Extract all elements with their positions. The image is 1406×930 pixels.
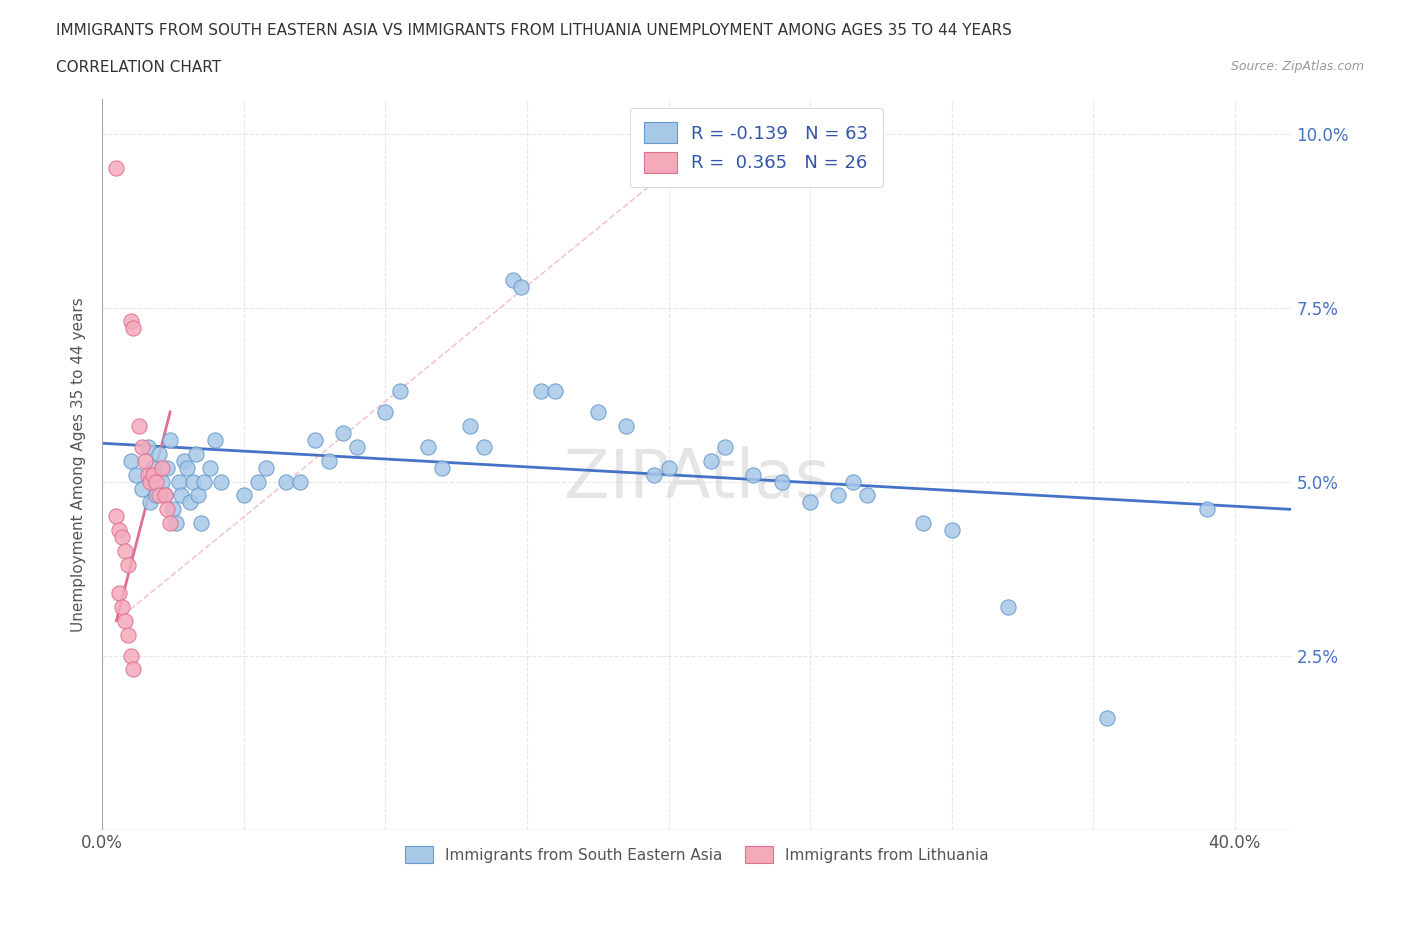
Point	[153, 488, 176, 503]
Point	[181, 474, 204, 489]
Point	[204, 432, 226, 447]
Point	[193, 474, 215, 489]
Point	[416, 439, 439, 454]
Point	[170, 488, 193, 503]
Point	[290, 474, 312, 489]
Point	[643, 467, 665, 482]
Point	[276, 474, 298, 489]
Point	[148, 446, 170, 461]
Point	[997, 600, 1019, 615]
Point	[530, 383, 553, 398]
Y-axis label: Unemployment Among Ages 35 to 44 years: Unemployment Among Ages 35 to 44 years	[72, 297, 86, 631]
Point	[122, 321, 145, 336]
Point	[128, 418, 150, 433]
Point	[111, 530, 134, 545]
Point	[159, 516, 181, 531]
Point	[941, 523, 963, 538]
Point	[190, 516, 212, 531]
Point	[134, 453, 156, 468]
Point	[714, 439, 737, 454]
Point	[460, 418, 482, 433]
Point	[770, 474, 793, 489]
Point	[388, 383, 411, 398]
Point	[332, 425, 354, 440]
Point	[156, 502, 179, 517]
Point	[304, 432, 326, 447]
Point	[120, 314, 142, 329]
Point	[799, 495, 821, 510]
Point	[198, 460, 221, 475]
Point	[117, 627, 139, 642]
Point	[1195, 502, 1218, 517]
Point	[165, 516, 187, 531]
Legend: Immigrants from South Eastern Asia, Immigrants from Lithuania: Immigrants from South Eastern Asia, Immi…	[399, 840, 994, 870]
Point	[184, 446, 207, 461]
Point	[142, 467, 165, 482]
Point	[131, 481, 153, 496]
Point	[176, 460, 198, 475]
Point	[108, 523, 131, 538]
Point	[318, 453, 340, 468]
Point	[510, 279, 533, 294]
Point	[246, 474, 269, 489]
Text: ZIPAtlas: ZIPAtlas	[564, 445, 830, 512]
Point	[142, 460, 165, 475]
Point	[145, 488, 167, 503]
Point	[114, 544, 136, 559]
Point	[108, 586, 131, 601]
Point	[120, 453, 142, 468]
Point	[827, 488, 849, 503]
Point	[256, 460, 278, 475]
Point	[912, 516, 935, 531]
Point	[150, 460, 173, 475]
Point	[346, 439, 368, 454]
Point	[474, 439, 496, 454]
Point	[544, 383, 567, 398]
Point	[855, 488, 877, 503]
Point	[122, 662, 145, 677]
Point	[114, 613, 136, 628]
Point	[136, 439, 159, 454]
Point	[1097, 711, 1119, 725]
Point	[374, 405, 396, 419]
Point	[150, 474, 173, 489]
Point	[111, 600, 134, 615]
Point	[145, 474, 167, 489]
Point	[105, 509, 128, 524]
Point	[167, 474, 190, 489]
Point	[120, 648, 142, 663]
Point	[105, 161, 128, 176]
Point	[179, 495, 201, 510]
Point	[131, 439, 153, 454]
Point	[430, 460, 453, 475]
Point	[156, 460, 179, 475]
Point	[700, 453, 723, 468]
Point	[209, 474, 232, 489]
Point	[502, 272, 524, 287]
Point	[657, 460, 679, 475]
Point	[139, 474, 162, 489]
Point	[187, 488, 209, 503]
Point	[173, 453, 195, 468]
Point	[841, 474, 863, 489]
Point	[586, 405, 609, 419]
Text: Source: ZipAtlas.com: Source: ZipAtlas.com	[1230, 60, 1364, 73]
Point	[232, 488, 254, 503]
Point	[136, 467, 159, 482]
Point	[148, 488, 170, 503]
Point	[742, 467, 765, 482]
Text: IMMIGRANTS FROM SOUTH EASTERN ASIA VS IMMIGRANTS FROM LITHUANIA UNEMPLOYMENT AMO: IMMIGRANTS FROM SOUTH EASTERN ASIA VS IM…	[56, 23, 1012, 38]
Point	[117, 558, 139, 573]
Text: CORRELATION CHART: CORRELATION CHART	[56, 60, 221, 75]
Point	[125, 467, 148, 482]
Point	[139, 495, 162, 510]
Point	[159, 432, 181, 447]
Point	[153, 488, 176, 503]
Point	[614, 418, 637, 433]
Point	[162, 502, 184, 517]
